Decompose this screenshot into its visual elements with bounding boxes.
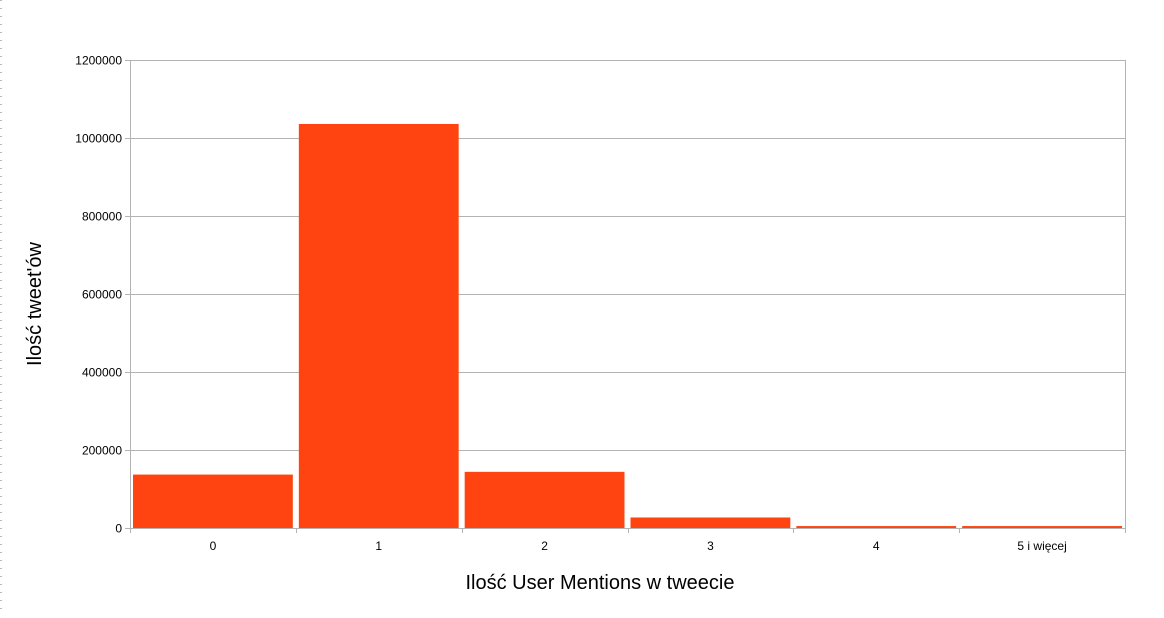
x-tick-label-2: 2 <box>541 539 548 553</box>
bar-5 <box>962 526 1122 528</box>
x-tick-labels: 0 1 2 3 4 5 i więcej <box>210 539 1067 553</box>
y-tick-label-0: 0 <box>115 522 122 536</box>
axes <box>125 60 1126 533</box>
x-tick-label-5: 5 i więcej <box>1017 539 1066 553</box>
bar-2 <box>464 471 625 528</box>
x-tick-label-4: 4 <box>873 539 880 553</box>
bar-1 <box>298 123 459 529</box>
y-tick-labels: 0 200000 400000 600000 800000 1000000 1200000 <box>75 54 122 536</box>
left-edge-dotted-border <box>0 0 3 613</box>
y-tick-label-5: 1000000 <box>75 132 122 146</box>
x-tick-label-0: 0 <box>210 539 217 553</box>
y-tick-label-2: 400000 <box>82 366 122 380</box>
y-tick-label-1: 200000 <box>82 444 122 458</box>
bar-3 <box>630 517 791 528</box>
y-tick-label-3: 600000 <box>82 288 122 302</box>
bar-0 <box>133 474 293 528</box>
y-tick-label-6: 1200000 <box>75 54 122 68</box>
x-tick-label-1: 1 <box>375 539 382 553</box>
bars <box>133 123 1122 529</box>
y-axis-title: Ilość tweet'ów <box>24 242 46 366</box>
gridlines <box>130 60 1125 451</box>
bar-4 <box>796 526 957 528</box>
x-tick-label-3: 3 <box>707 539 714 553</box>
x-axis-title: Ilość User Mentions w tweecie <box>466 572 735 594</box>
y-tick-label-4: 800000 <box>82 210 122 224</box>
